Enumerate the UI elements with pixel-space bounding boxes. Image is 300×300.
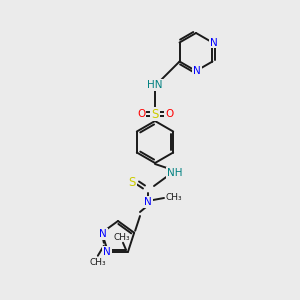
Text: HN: HN — [147, 80, 163, 90]
Text: N: N — [144, 197, 152, 207]
Text: CH₃: CH₃ — [89, 258, 106, 267]
Text: N: N — [99, 229, 107, 239]
Text: S: S — [128, 176, 136, 188]
Text: CH₃: CH₃ — [166, 194, 183, 202]
Text: S: S — [151, 107, 159, 121]
Text: CH₃: CH₃ — [114, 233, 130, 242]
Text: O: O — [137, 109, 145, 119]
Text: N: N — [193, 66, 201, 76]
Text: O: O — [165, 109, 173, 119]
Text: N: N — [103, 247, 111, 257]
Text: NH: NH — [167, 168, 183, 178]
Text: N: N — [210, 38, 217, 47]
